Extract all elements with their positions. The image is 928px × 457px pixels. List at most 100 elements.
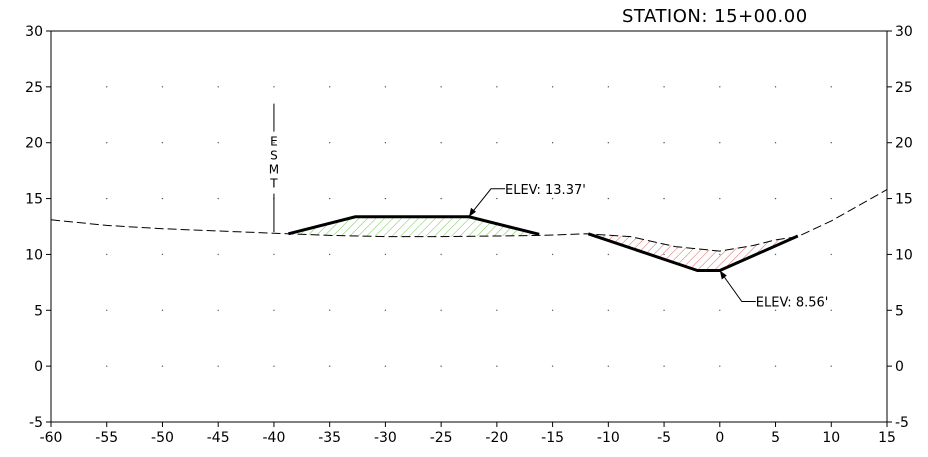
grid-dot [161, 309, 164, 311]
x-tick-label: -50 [151, 430, 174, 446]
grid-dot [719, 142, 721, 144]
elevation-label: ELEV: 8.56' [756, 296, 829, 311]
grid-dot [607, 253, 610, 256]
grid-dot [384, 86, 387, 88]
y-tick-label: 0 [895, 359, 904, 375]
grid-dot [830, 365, 832, 367]
grid-dot [106, 309, 108, 311]
grid-dot [384, 197, 387, 200]
plot-frame [50, 30, 888, 423]
grid-dot [440, 365, 442, 367]
grid-dot [328, 142, 331, 144]
grid-dot [273, 253, 275, 256]
grid-dot [830, 142, 832, 144]
grid-dot [161, 365, 164, 367]
grid-dot [607, 86, 610, 88]
x-tick-label: 15 [878, 430, 896, 446]
grid-dot [663, 142, 665, 144]
grid-dot [830, 197, 832, 200]
grid-dot [328, 309, 331, 311]
grid-dot [161, 197, 164, 200]
grid-dot [774, 365, 777, 367]
grid-dot [496, 253, 498, 256]
x-tick-label: 10 [822, 430, 840, 446]
berm-section-line [288, 215, 540, 236]
grid-dot [106, 142, 108, 144]
grid-dot [774, 197, 777, 200]
grid-dot [328, 86, 331, 88]
grid-dot [830, 86, 832, 88]
grid-dot [663, 309, 665, 311]
x-tick-label: -35 [318, 430, 341, 446]
y-tick-label: 5 [895, 303, 904, 319]
fill-hatch-area [288, 216, 540, 237]
grid-dot [607, 309, 610, 311]
grid-dot [161, 253, 164, 256]
grid-dot [440, 197, 442, 200]
y-tick-label: 10 [895, 247, 913, 263]
grid-dot [551, 309, 554, 311]
cut-hatch-area [588, 233, 798, 271]
ditch-section-line [587, 232, 799, 272]
grid-dot [496, 365, 498, 367]
grid-dot [217, 253, 219, 256]
easement-marker: E S M T [269, 103, 279, 233]
y-tick-label: -5 [895, 415, 909, 431]
y-tick-label: 10 [25, 247, 43, 263]
frame-border [50, 30, 888, 423]
y-tick-label: 15 [25, 192, 43, 208]
leader-line [721, 273, 756, 303]
grid-dot [440, 309, 442, 311]
grid-dot [551, 86, 554, 88]
x-tick-label: -10 [597, 430, 620, 446]
grid-dot [830, 253, 832, 256]
grid-dot [440, 253, 442, 256]
easement-letter: M [269, 163, 279, 177]
y-tick-label: 20 [895, 136, 913, 152]
x-tick-label: 0 [715, 430, 724, 446]
y-tick-label: 30 [25, 24, 43, 40]
y-tick-label: 20 [25, 136, 43, 152]
y-axis-labels-right: -5 0 5 10 15 20 25 30 [895, 24, 913, 431]
grid-dot [161, 86, 164, 88]
grid-dot [217, 365, 219, 367]
grid-dot [607, 365, 610, 367]
grid-dot [774, 253, 777, 256]
arrowhead-icon [719, 270, 727, 280]
grid-dot [607, 142, 610, 144]
grid-dot [551, 365, 554, 367]
grid-dot [273, 142, 275, 144]
y-tick-label: -5 [29, 415, 43, 431]
easement-letter: E [270, 135, 278, 149]
axis-ticks [46, 30, 892, 427]
grid-dot [663, 86, 665, 88]
y-tick-label: 30 [895, 24, 913, 40]
grid-dot [607, 197, 610, 200]
grid-dot [384, 253, 387, 256]
grid-dot [384, 142, 387, 144]
y-tick-label: 0 [34, 359, 43, 375]
grid-dot [496, 197, 498, 200]
y-tick-label: 25 [25, 80, 43, 96]
grid-dot [384, 365, 387, 367]
y-axis-labels-left: -5 0 5 10 15 20 25 30 [25, 24, 43, 431]
x-axis-labels: -60 -55 -50 -45 -40 -35 -30 -25 -20 -15 -10 -5 0 5 10 1… [40, 430, 896, 446]
easement-letter: T [269, 177, 278, 191]
x-tick-label: -15 [541, 430, 564, 446]
grid-dot [217, 86, 219, 88]
grid-dot [106, 86, 108, 88]
grid-dot [106, 197, 108, 200]
grid-dot [328, 365, 331, 367]
x-tick-label: -60 [40, 430, 63, 446]
grid-dot [496, 142, 498, 144]
grid-dot [273, 86, 275, 88]
grid-dot [551, 142, 554, 144]
x-tick-label: -45 [207, 430, 230, 446]
grid-dot [328, 197, 331, 200]
grid-dot [106, 253, 108, 256]
grid-dot [719, 365, 721, 367]
grid-dot [719, 309, 721, 311]
grid-dot [496, 86, 498, 88]
grid-dot [328, 253, 331, 256]
